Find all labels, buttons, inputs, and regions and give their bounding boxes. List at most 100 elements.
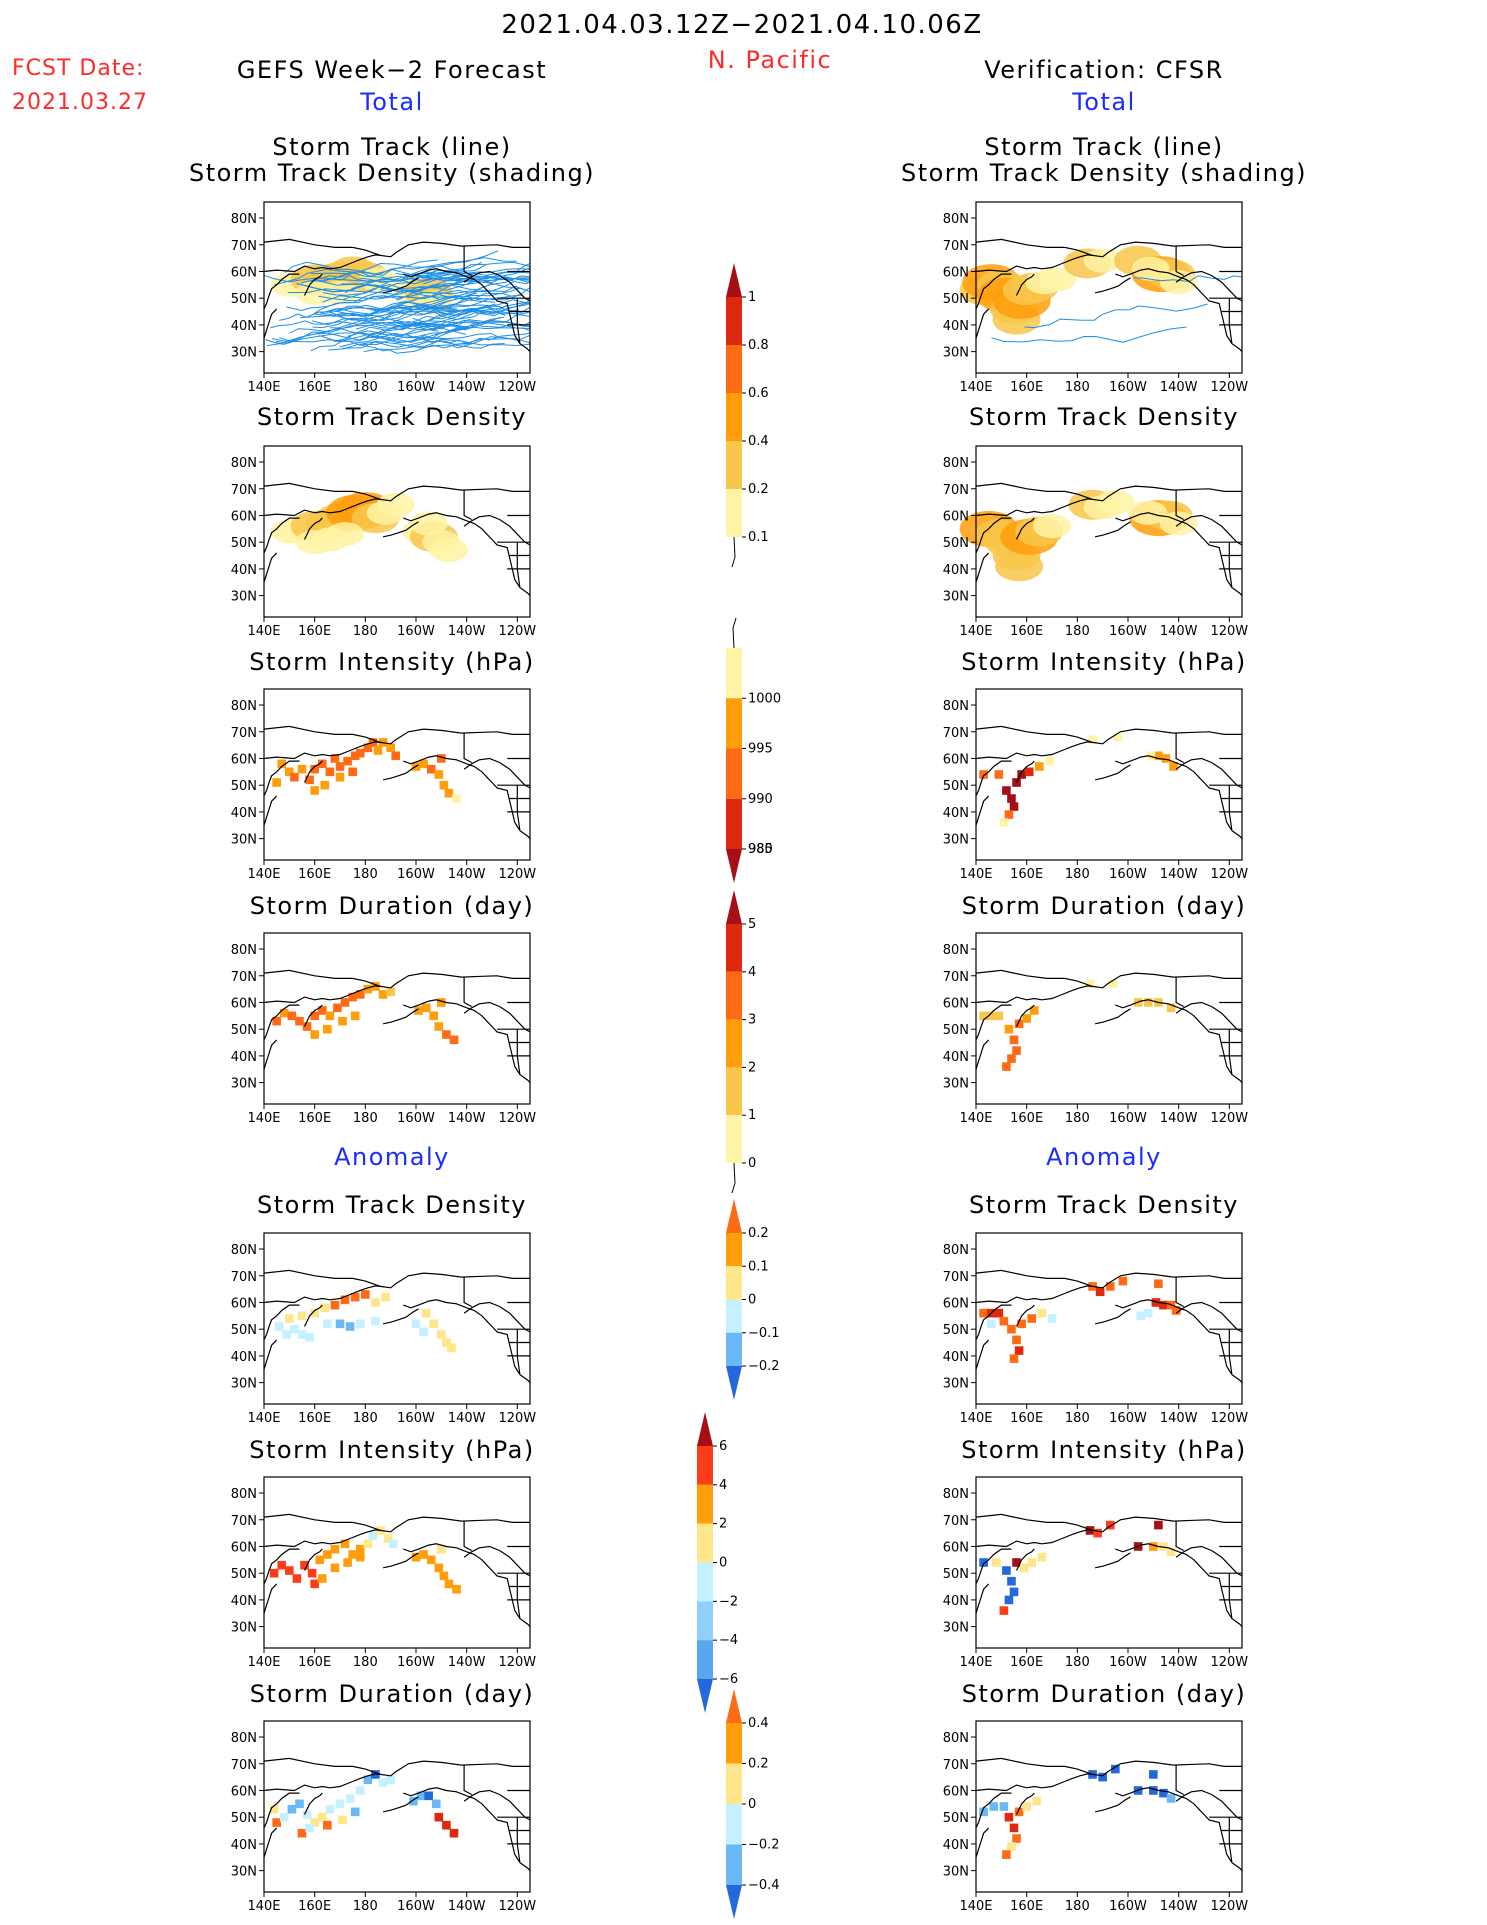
coastline bbox=[263, 1004, 300, 1041]
coastline bbox=[975, 1583, 990, 1614]
grid-cell bbox=[335, 772, 345, 782]
coastline bbox=[263, 1339, 278, 1370]
state-border bbox=[1228, 1055, 1233, 1075]
grid-cell bbox=[335, 762, 345, 771]
coastline bbox=[403, 1787, 531, 1872]
state-border bbox=[516, 1599, 521, 1619]
coastline bbox=[975, 1548, 1012, 1585]
y-tick-label: 50N bbox=[943, 779, 969, 794]
storm-track-line bbox=[339, 316, 505, 348]
grid-cell bbox=[1009, 1354, 1019, 1363]
coastline bbox=[975, 238, 1242, 258]
x-tick-label: 140E bbox=[247, 624, 280, 639]
x-tick-label: 120W bbox=[498, 867, 536, 882]
coastlines bbox=[263, 482, 531, 597]
coastline bbox=[263, 741, 381, 760]
right-duanom-title: Storm Duration (day) bbox=[961, 1680, 1247, 1708]
map-panel-gefs_track: 140E 160E 180 160W 140W 120W 80N 70N 60N 50N 40N 30… bbox=[231, 201, 536, 395]
x-tick-label: 140W bbox=[448, 380, 486, 395]
grid-cell bbox=[317, 1574, 327, 1583]
grid-cell bbox=[310, 1308, 319, 1318]
colorbar-arrow-top bbox=[726, 1689, 742, 1723]
storm-track-lines bbox=[263, 250, 531, 354]
x-tick-label: 160W bbox=[1109, 1899, 1147, 1914]
density-blob bbox=[376, 492, 415, 517]
y-tick-label: 50N bbox=[943, 292, 969, 307]
state-border bbox=[516, 324, 521, 344]
density-blob bbox=[1131, 256, 1170, 281]
storm-track-line bbox=[328, 322, 517, 351]
left-ianom-title: Storm Intensity (hPa) bbox=[249, 1436, 535, 1464]
storm-track-line bbox=[265, 326, 467, 345]
grid-cell bbox=[1017, 770, 1026, 779]
grid-cell bbox=[310, 1818, 319, 1827]
coastline bbox=[263, 1827, 278, 1858]
coastline bbox=[1115, 268, 1243, 353]
coastline bbox=[975, 552, 990, 583]
grid-cell bbox=[1149, 1770, 1158, 1779]
storm-track-line bbox=[345, 283, 525, 294]
x-tick-label: 160W bbox=[397, 1411, 435, 1426]
y-tick-label: 70N bbox=[231, 1514, 257, 1529]
grid-cell bbox=[1149, 1542, 1158, 1551]
grid-cell bbox=[371, 1298, 380, 1307]
grid-cell bbox=[383, 1534, 393, 1543]
grid-cell bbox=[999, 818, 1009, 827]
y-tick-label: 40N bbox=[231, 806, 257, 821]
density-blob bbox=[1083, 248, 1122, 273]
grid-cell bbox=[335, 1319, 345, 1329]
coastline bbox=[1115, 999, 1243, 1084]
grid-cell bbox=[272, 1818, 281, 1827]
coastline bbox=[975, 795, 990, 826]
grid-cell bbox=[343, 756, 352, 766]
grid-cell bbox=[290, 1324, 299, 1334]
grid-cell bbox=[1108, 979, 1118, 989]
density-blob bbox=[326, 522, 365, 547]
grid-cell bbox=[1169, 762, 1178, 771]
storm-track-line bbox=[360, 340, 505, 349]
grid-cell bbox=[378, 1778, 388, 1787]
colorbar-segment bbox=[726, 1723, 742, 1764]
colorbar-tail bbox=[732, 617, 737, 649]
grid-cell bbox=[388, 1539, 398, 1549]
coastline bbox=[1175, 757, 1243, 789]
x-tick-label: 160W bbox=[1109, 1411, 1147, 1426]
colorbar-label: −0.1 bbox=[748, 1326, 780, 1341]
grid-cell bbox=[355, 748, 365, 758]
x-tick-label: 180 bbox=[353, 867, 378, 882]
y-tick-label: 60N bbox=[943, 752, 969, 767]
y-tick-label: 50N bbox=[231, 536, 257, 551]
x-tick-label: 180 bbox=[1065, 1655, 1090, 1670]
colorbar-segment bbox=[726, 924, 742, 972]
right-total-label: Total bbox=[1072, 88, 1136, 116]
grid-cell bbox=[1161, 754, 1171, 763]
grid-cell bbox=[1002, 1850, 1011, 1859]
left-duration-title: Storm Duration (day) bbox=[249, 892, 535, 920]
map-frame bbox=[975, 932, 1243, 1105]
colorbar-label: 0.8 bbox=[748, 338, 769, 353]
grid-cell bbox=[386, 743, 395, 753]
grid-cell bbox=[1014, 1807, 1024, 1817]
grid-cell bbox=[979, 1011, 988, 1021]
colorbar-label: −4 bbox=[719, 1633, 738, 1648]
grid-cell bbox=[348, 992, 357, 1002]
x-tick-label: 140W bbox=[1160, 1411, 1198, 1426]
coastline bbox=[303, 1792, 323, 1815]
coastline bbox=[463, 1789, 531, 1821]
grid-cell bbox=[1035, 762, 1044, 771]
coastline bbox=[1015, 1548, 1035, 1571]
x-tick-label: 180 bbox=[1065, 1111, 1090, 1126]
coastlines bbox=[263, 1269, 531, 1384]
colorbar-label: 1000 bbox=[748, 691, 781, 706]
grid-cell bbox=[325, 1011, 335, 1021]
grid-cell bbox=[1024, 767, 1034, 777]
x-tick-label: 120W bbox=[1210, 1899, 1248, 1914]
map-background bbox=[264, 689, 530, 860]
right-danom-title: Storm Track Density bbox=[969, 1191, 1239, 1219]
storm-track-line bbox=[315, 310, 499, 317]
grid-cell bbox=[335, 1799, 345, 1809]
left-anomaly-label: Anomaly bbox=[334, 1143, 450, 1171]
grid-cell bbox=[414, 1006, 423, 1015]
y-tick-label: 70N bbox=[943, 483, 969, 498]
coastlines bbox=[975, 1513, 1243, 1628]
